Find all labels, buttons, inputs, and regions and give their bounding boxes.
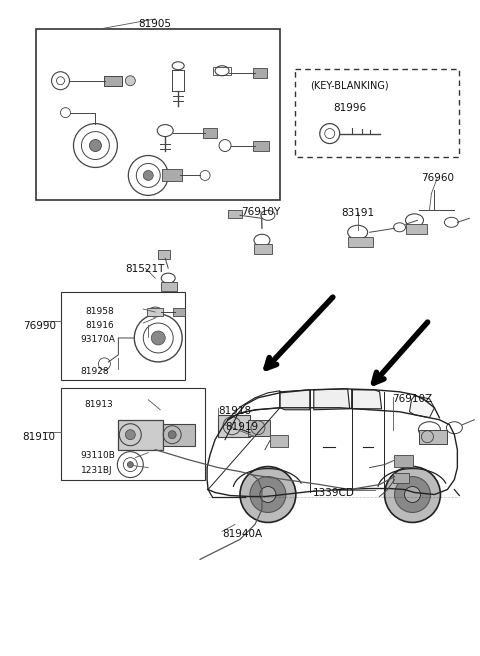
Bar [218,415,250,437]
Bar [173,308,185,316]
Text: 81916: 81916 [85,321,114,330]
Circle shape [151,331,165,345]
Text: 1231BJ: 1231BJ [81,466,112,474]
Text: 76910Y: 76910Y [241,207,281,217]
Bar [60,388,205,480]
Text: 81910: 81910 [23,432,56,441]
Text: 81919: 81919 [225,422,258,432]
Bar [254,244,272,255]
Bar [213,67,231,75]
Text: (KEY-BLANKING): (KEY-BLANKING) [311,81,389,91]
Bar [119,420,163,449]
Bar [394,455,413,466]
Text: 81958: 81958 [85,307,114,316]
Circle shape [127,462,133,468]
Text: 76990: 76990 [23,321,56,331]
Bar [104,75,122,86]
Bar [147,308,163,316]
Bar [228,211,242,218]
Circle shape [250,476,286,512]
Circle shape [384,466,441,522]
Bar [270,435,288,447]
Text: 1339CD: 1339CD [313,487,355,497]
Text: 81918: 81918 [218,406,251,416]
Bar [393,472,408,483]
Text: 81905: 81905 [139,19,172,29]
Circle shape [395,476,431,512]
Bar [348,237,372,247]
Circle shape [405,487,420,502]
Bar [295,69,459,157]
Bar [162,169,182,182]
Bar [253,68,267,77]
Bar [36,29,280,200]
Text: 83191: 83191 [341,209,374,218]
Bar [253,140,269,150]
Circle shape [125,430,135,440]
Circle shape [240,466,296,522]
Text: 76960: 76960 [421,173,454,184]
Ellipse shape [242,429,254,436]
Circle shape [125,75,135,86]
Polygon shape [280,390,310,410]
Bar [420,430,447,443]
Bar [60,292,185,380]
Circle shape [260,487,276,502]
Bar [158,250,170,259]
Polygon shape [409,396,434,418]
Bar [163,424,195,445]
Bar [406,224,428,234]
Bar [203,127,217,138]
Text: 81940A: 81940A [222,529,262,539]
Text: 81928: 81928 [81,367,109,376]
Text: 93110B: 93110B [81,451,115,460]
Polygon shape [314,389,350,410]
Text: 81996: 81996 [333,102,366,113]
Circle shape [144,171,153,180]
Text: 81913: 81913 [84,400,113,409]
Text: 76910Z: 76910Z [393,394,432,404]
Text: 93170A: 93170A [81,335,115,344]
Bar [248,420,270,436]
Circle shape [89,140,101,152]
Polygon shape [352,390,382,409]
Bar [161,282,177,291]
Circle shape [168,431,176,439]
Text: 81521T: 81521T [126,264,165,274]
